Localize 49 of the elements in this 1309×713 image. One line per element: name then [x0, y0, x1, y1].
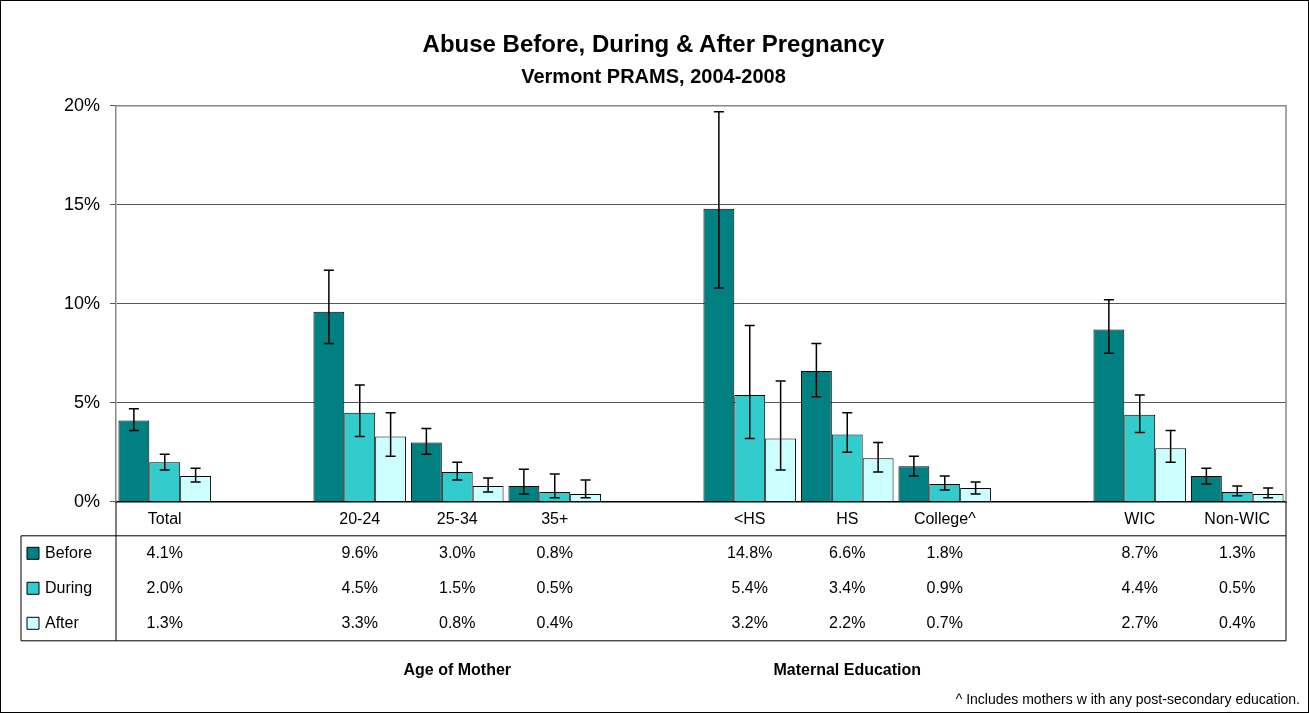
x-tick-label: <HS [733, 509, 766, 527]
legend-label: After [45, 613, 80, 631]
data-label: 2.2% [829, 613, 866, 631]
data-label: 1.3% [146, 613, 183, 631]
data-label: 4.5% [341, 578, 378, 596]
data-label: 8.7% [1121, 543, 1158, 561]
data-label: 9.6% [341, 543, 378, 561]
data-label: 3.3% [341, 613, 378, 631]
y-tick-label: 0% [73, 490, 100, 511]
data-label: 6.6% [829, 543, 866, 561]
y-tick-label: 20% [63, 94, 100, 115]
text: ^ Includes mothers w ith any post-secondary education. [955, 690, 1300, 707]
chart-title: Abuse Before, During & After Pregnancy [422, 30, 886, 58]
data-label: 0.5% [536, 578, 573, 596]
x-tick-label: HS [836, 509, 859, 527]
data-label: 0.8% [536, 543, 573, 561]
data-label: 2.0% [146, 578, 183, 596]
text: Maternal Education [773, 661, 922, 679]
y-tick-label: 5% [73, 391, 100, 412]
y-tick-label: 15% [63, 193, 100, 214]
data-label: 1.8% [926, 543, 963, 561]
data-label: 3.4% [829, 578, 866, 596]
data-label: 1.5% [439, 578, 476, 596]
data-label: 5.4% [731, 578, 768, 596]
data-label: 0.9% [926, 578, 963, 596]
data-label: 4.4% [1121, 578, 1158, 596]
data-label: 0.5% [1219, 578, 1256, 596]
x-tick-label: 20-24 [339, 509, 381, 527]
data-label: 14.8% [727, 543, 773, 561]
data-label: 0.7% [926, 613, 963, 631]
y-tick-label: 10% [63, 292, 100, 313]
data-label: 1.3% [1219, 543, 1256, 561]
x-tick-label: Non-WIC [1204, 509, 1271, 527]
x-tick-label: Total [147, 509, 182, 527]
x-tick-label: 35+ [541, 509, 569, 527]
data-label: 3.0% [439, 543, 476, 561]
text: Age of Mother [403, 661, 512, 679]
x-tick-label: 25-34 [436, 509, 478, 527]
data-label: 0.4% [536, 613, 573, 631]
data-label: 0.8% [439, 613, 476, 631]
x-tick-label: College^ [913, 509, 977, 527]
chart-subtitle: Vermont PRAMS, 2004-2008 [521, 65, 786, 88]
legend-label: During [45, 578, 93, 596]
legend-label: Before [45, 543, 93, 561]
data-label: 3.2% [731, 613, 768, 631]
x-tick-label: WIC [1124, 509, 1156, 527]
data-label: 0.4% [1219, 613, 1256, 631]
data-label: 2.7% [1121, 613, 1158, 631]
data-label: 4.1% [146, 543, 183, 561]
